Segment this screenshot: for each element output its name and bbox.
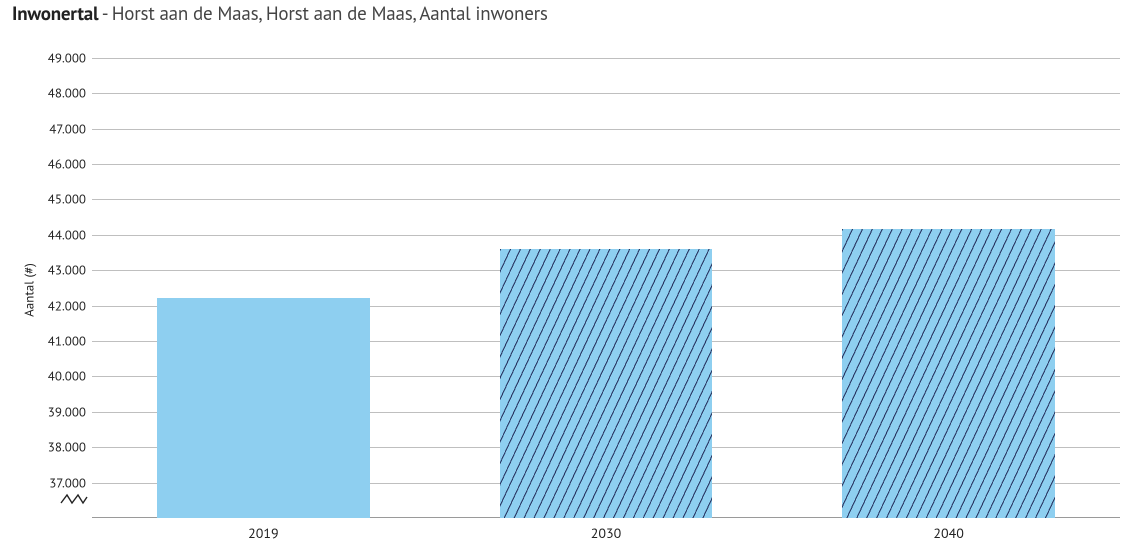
plot-region: 37.00038.00039.00040.00041.00042.00043.0… (92, 40, 1120, 518)
bar (157, 298, 369, 518)
chart-title: Inwonertal - Horst aan de Maas, Horst aa… (0, 0, 1128, 30)
y-tick-label: 41.000 (48, 332, 86, 349)
y-tick-label: 40.000 (48, 368, 86, 385)
y-axis-label: Aantal (#) (20, 263, 37, 317)
y-tick-label: 38.000 (48, 439, 86, 456)
y-tick-label: 42.000 (48, 297, 86, 314)
gridline (92, 58, 1120, 59)
gridline (92, 164, 1120, 165)
gridline (92, 199, 1120, 200)
y-tick-label: 43.000 (48, 262, 86, 279)
bar (842, 229, 1054, 518)
chart-area: Aantal (#) 37.00038.00039.00040.00041.00… (0, 30, 1128, 550)
chart-title-rest: - Horst aan de Maas, Horst aan de Maas, … (98, 2, 547, 26)
y-tick-label: 37.000 (49, 474, 86, 491)
y-tick-label: 39.000 (48, 403, 86, 420)
y-tick-label: 47.000 (49, 120, 86, 137)
gridline (92, 93, 1120, 94)
chart-title-bold: Inwonertal (12, 2, 98, 26)
y-tick-label: 45.000 (48, 191, 86, 208)
bar (500, 249, 712, 518)
gridline (92, 129, 1120, 130)
y-tick-label: 44.000 (48, 226, 86, 243)
y-tick-label: 49.000 (48, 49, 86, 66)
axis-break-icon (60, 491, 88, 509)
y-tick-label: 46.000 (48, 155, 86, 172)
x-tick-label: 2040 (933, 524, 964, 542)
y-tick-label: 48.000 (48, 85, 86, 102)
x-tick-label: 2030 (591, 524, 622, 542)
x-tick-label: 2019 (248, 524, 279, 542)
